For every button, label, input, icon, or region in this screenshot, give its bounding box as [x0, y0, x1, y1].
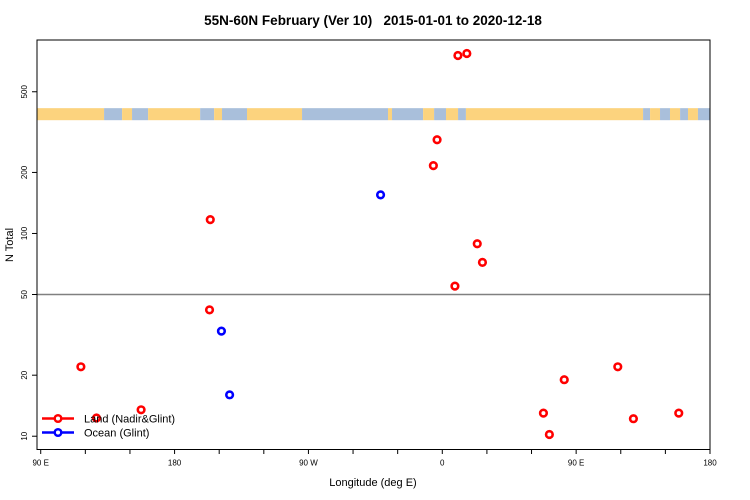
legend: Land (Nadir&Glint) Ocean (Glint) [42, 414, 175, 440]
map-strip-segment-land [388, 108, 393, 121]
chart-title: 55N-60N February (Ver 10) 2015-01-01 to … [204, 13, 542, 28]
map-strip-segment-ocean [697, 108, 710, 121]
x-tick-label: 90 E [568, 459, 584, 468]
data-point-land [450, 281, 460, 291]
x-tick-label: 180 [168, 459, 182, 468]
x-axis-label: Longitude (deg E) [329, 477, 416, 489]
map-strip-segment-land [247, 108, 303, 121]
y-tick-label: 500 [20, 85, 29, 99]
data-point-land [204, 305, 215, 315]
map-strip-segment-ocean [392, 108, 424, 121]
x-tick-label: 90 E [32, 459, 48, 468]
y-tick-label: 200 [20, 165, 29, 179]
data-point-land [613, 362, 623, 372]
data-points [76, 48, 684, 440]
map-strip-segment-ocean [222, 108, 248, 121]
map-strip-segment-land [650, 108, 661, 121]
data-point-land [428, 161, 438, 171]
map-strip-segment-ocean [458, 108, 466, 121]
data-point-land [472, 239, 482, 249]
map-strip-segment-land [465, 108, 644, 121]
legend-label-ocean: Ocean (Glint) [84, 428, 149, 440]
y-tick-label: 20 [20, 370, 29, 379]
data-point-land [462, 48, 472, 59]
y-tick-label: 100 [20, 226, 29, 240]
data-point-land [136, 405, 146, 415]
map-strip-segment-land [148, 108, 201, 121]
y-tick-label: 10 [20, 431, 29, 440]
axes: 10 20 50 100 200 500 90 E 180 90 W 0 90 E 180 [20, 39, 717, 468]
data-point-land [91, 413, 102, 423]
legend-marker-ocean [53, 427, 63, 438]
data-point-land [559, 375, 569, 385]
map-strip-segment-ocean [104, 108, 123, 121]
map-strip-segment-land [214, 108, 223, 121]
plot-border [36, 39, 711, 450]
data-point-ocean [375, 190, 386, 200]
data-point-land [538, 408, 549, 418]
map-strip-segment-ocean [643, 108, 651, 121]
data-point-land [76, 362, 86, 372]
y-axis-label: N Total [4, 228, 16, 262]
data-point-land [432, 135, 442, 145]
map-strip-segment-land [669, 108, 681, 121]
data-point-land [477, 257, 488, 267]
data-point-ocean [216, 326, 227, 336]
legend-marker-land [53, 413, 63, 424]
map-strip-segment-land [687, 108, 698, 121]
map-strip-segment-ocean [660, 108, 670, 121]
x-tick-label: 180 [703, 459, 717, 468]
map-strip-segment-ocean [302, 108, 389, 121]
data-point-land [453, 50, 463, 61]
map-strip-segment-land [37, 108, 105, 121]
map-strip-segment-land [446, 108, 459, 121]
data-point-land [544, 429, 554, 440]
y-tick-label: 50 [20, 290, 29, 299]
data-point-land [674, 408, 684, 418]
data-point-land [628, 414, 639, 424]
x-tick-label: 0 [440, 459, 445, 468]
legend-label-land: Land (Nadir&Glint) [84, 414, 175, 426]
map-strip-segment-ocean [200, 108, 215, 121]
map-strip-segment-ocean [434, 108, 447, 121]
map-strip [37, 108, 710, 121]
map-strip-segment-land [423, 108, 435, 121]
x-tick-label: 90 W [299, 459, 318, 468]
map-strip-segment-ocean [132, 108, 149, 121]
map-strip-segment-ocean [680, 108, 688, 121]
data-point-land [205, 215, 215, 225]
map-strip-segment-land [122, 108, 133, 121]
data-point-ocean [225, 390, 235, 400]
